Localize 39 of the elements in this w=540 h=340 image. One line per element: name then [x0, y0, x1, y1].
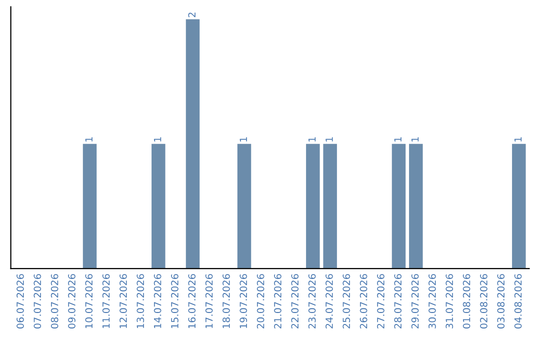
data-label: 1: [412, 137, 419, 142]
data-label: 1: [85, 137, 92, 142]
x-tick-label: 29.07.2026: [411, 274, 419, 328]
x-tick-label: 25.07.2026: [342, 274, 350, 328]
x-tick-label: 14.07.2026: [154, 274, 162, 328]
x-tick-label: 24.07.2026: [326, 274, 333, 328]
x-tick-label: 13.07.2026: [136, 274, 144, 328]
data-label: 1: [240, 137, 247, 142]
x-tick-label: 10.07.2026: [85, 274, 93, 328]
x-tick-label: 08.07.2026: [50, 274, 58, 328]
x-tick-label: 16.07.2026: [188, 274, 196, 328]
x-tick-label: 15.07.2026: [171, 274, 178, 328]
x-tick-label: 31.07.2026: [446, 274, 454, 328]
data-label: 1: [308, 137, 316, 142]
x-tick-label: 23.07.2026: [308, 274, 316, 328]
x-tick-label: 03.08.2026: [497, 274, 505, 328]
x-tick-label: 28.07.2026: [394, 274, 402, 328]
x-tick-label: 04.08.2026: [514, 274, 522, 328]
data-label: 1: [326, 137, 333, 142]
x-tick-label: 26.07.2026: [360, 274, 368, 328]
x-tick-label: 02.08.2026: [480, 274, 488, 328]
x-tick-label: 21.07.2026: [274, 274, 282, 328]
x-tick-label: 09.07.2026: [68, 274, 76, 328]
x-tick-label: 20.07.2026: [256, 274, 264, 328]
data-label: 1: [514, 137, 522, 142]
x-tick-label: 27.07.2026: [377, 274, 384, 328]
x-tick-label: 17.07.2026: [205, 274, 213, 328]
x-tick-label: 06.07.2026: [16, 274, 24, 328]
x-tick-label: 12.07.2026: [120, 274, 127, 328]
x-tick-label: 30.07.2026: [428, 274, 436, 328]
x-tick-label: 22.07.2026: [291, 274, 299, 328]
data-label: 1: [154, 137, 162, 142]
x-tick-label: 01.08.2026: [462, 274, 470, 328]
data-label: 2: [188, 12, 196, 18]
data-label: 1: [394, 137, 402, 142]
x-tick-label: 11.07.2026: [102, 274, 110, 328]
x-tick-label: 18.07.2026: [222, 274, 230, 328]
x-tick-label: 19.07.2026: [240, 274, 248, 328]
x-tick-label: 07.07.2026: [34, 274, 42, 328]
